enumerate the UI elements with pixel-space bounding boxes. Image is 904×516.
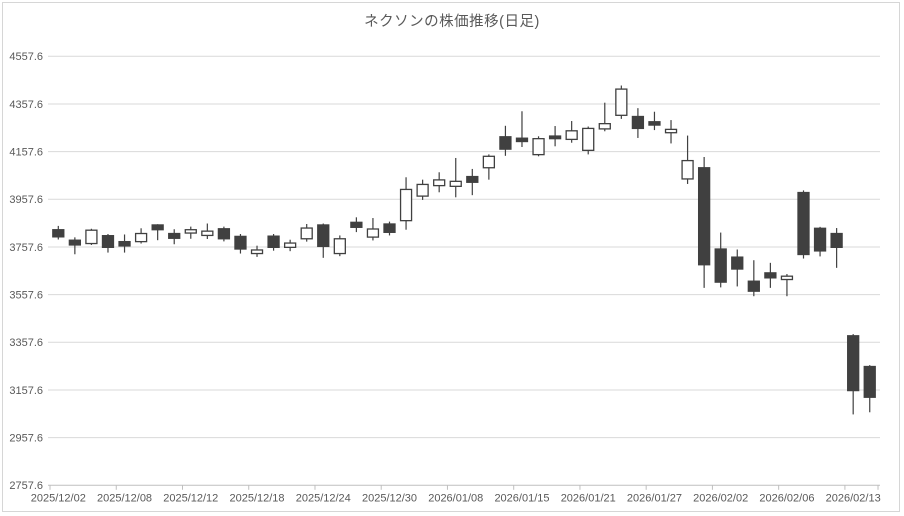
up-candle-2026/01/16 — [532, 138, 545, 156]
y-axis-label: 3157.6 — [9, 385, 43, 397]
up-candle-2026/01/05 — [399, 188, 413, 222]
down-candle-2025/12/19 — [267, 235, 280, 248]
down-candle-2026/02/05 — [764, 272, 777, 279]
up-candle-2026/02/06 — [780, 275, 794, 281]
up-candle-2025/12/18 — [250, 249, 264, 255]
y-axis-label: 3557.6 — [9, 289, 43, 301]
down-candle-2026/01/14 — [499, 136, 512, 150]
up-candle-2025/12/15 — [201, 230, 214, 237]
down-candle-2025/12/11 — [168, 232, 181, 239]
x-axis-label: 2026/02/06 — [759, 492, 814, 504]
up-candle-2025/12/29 — [366, 228, 380, 238]
y-axis-label: 4157.6 — [9, 146, 43, 158]
y-axis-label: 3957.6 — [9, 194, 43, 206]
up-candle-2026/01/28 — [664, 128, 678, 134]
x-axis-label: 2025/12/24 — [296, 492, 351, 504]
up-candle-2026/01/20 — [565, 130, 578, 141]
up-candle-2026/01/08 — [449, 180, 462, 187]
up-candle-2026/01/21 — [582, 127, 595, 151]
down-candle-2026/01/15 — [515, 137, 529, 143]
down-candle-2026/02/16 — [863, 365, 876, 398]
down-candle-2026/02/03 — [731, 256, 744, 270]
up-candle-2025/12/25 — [333, 238, 346, 255]
down-candle-2026/01/26 — [631, 115, 645, 130]
y-axis-label: 2957.6 — [9, 432, 43, 444]
up-candle-2025/12/04 — [85, 229, 98, 245]
x-axis-label: 2026/02/13 — [826, 492, 881, 504]
up-candle-2026/01/23 — [615, 88, 628, 116]
x-axis-label: 2025/12/12 — [163, 492, 218, 504]
x-axis-label: 2026/01/27 — [627, 492, 682, 504]
down-candle-2026/01/30 — [697, 167, 711, 266]
up-candle-2025/12/23 — [300, 227, 313, 240]
y-axis-label: 3357.6 — [9, 337, 43, 349]
down-candle-2026/02/12 — [830, 232, 843, 248]
down-candle-2026/01/19 — [548, 135, 562, 140]
x-axis-label: 2025/12/30 — [362, 492, 417, 504]
y-axis-label: 4557.6 — [9, 51, 43, 63]
y-axis-label: 3757.6 — [9, 242, 43, 254]
y-axis-label: 2757.6 — [9, 480, 43, 492]
up-candle-2026/01/06 — [416, 183, 429, 197]
x-axis-label: 2026/01/15 — [494, 492, 549, 504]
down-candle-2025/12/24 — [317, 224, 330, 248]
down-candle-2026/02/09 — [797, 191, 810, 256]
up-candle-2025/12/22 — [283, 242, 297, 248]
down-candle-2026/02/04 — [747, 280, 760, 292]
down-candle-2025/12/02 — [52, 229, 65, 238]
down-candle-2026/01/09 — [466, 175, 479, 183]
down-candle-2025/12/16 — [217, 228, 231, 240]
up-candle-2026/01/13 — [482, 155, 496, 169]
x-axis-label: 2026/02/02 — [693, 492, 748, 504]
up-candle-2025/12/12 — [184, 229, 197, 234]
down-candle-2025/12/03 — [68, 239, 82, 246]
x-axis-label: 2025/12/18 — [229, 492, 284, 504]
down-candle-2026/02/02 — [714, 248, 727, 283]
x-axis-label: 2026/01/08 — [428, 492, 483, 504]
up-candle-2026/01/29 — [681, 159, 694, 180]
down-candle-2025/12/08 — [118, 240, 131, 247]
up-candle-2026/01/07 — [433, 179, 446, 187]
up-candle-2025/12/09 — [134, 232, 148, 243]
x-axis-label: 2025/12/08 — [97, 492, 152, 504]
down-candle-2025/12/26 — [350, 221, 363, 228]
x-axis-label: 2026/01/21 — [561, 492, 616, 504]
down-candle-2025/12/05 — [101, 235, 115, 248]
down-candle-2025/12/10 — [151, 224, 164, 231]
down-candle-2025/12/17 — [234, 235, 247, 250]
down-candle-2025/12/30 — [383, 223, 396, 233]
down-candle-2026/01/27 — [648, 121, 661, 126]
chart-title: ネクソンの株価推移(日足) — [364, 14, 540, 30]
y-axis-label: 4357.6 — [9, 99, 43, 111]
down-candle-2026/02/13 — [847, 335, 860, 392]
x-axis-label: 2025/12/02 — [31, 492, 86, 504]
down-candle-2026/02/10 — [813, 227, 827, 252]
up-candle-2026/01/22 — [598, 123, 611, 130]
